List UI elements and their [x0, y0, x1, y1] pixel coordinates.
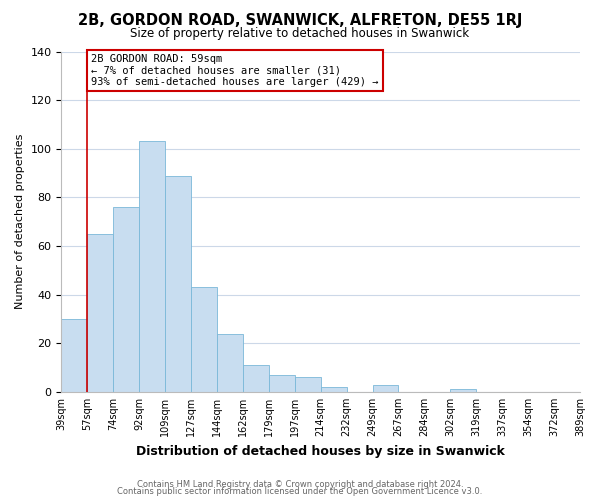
- Bar: [88, 234, 113, 392]
- Bar: [295, 378, 321, 392]
- X-axis label: Distribution of detached houses by size in Swanwick: Distribution of detached houses by size …: [136, 444, 505, 458]
- Bar: [373, 384, 398, 392]
- Text: 2B, GORDON ROAD, SWANWICK, ALFRETON, DE55 1RJ: 2B, GORDON ROAD, SWANWICK, ALFRETON, DE5…: [78, 12, 522, 28]
- Bar: [113, 207, 139, 392]
- Bar: [191, 288, 217, 392]
- Text: 2B GORDON ROAD: 59sqm
← 7% of detached houses are smaller (31)
93% of semi-detac: 2B GORDON ROAD: 59sqm ← 7% of detached h…: [91, 54, 379, 87]
- Bar: [139, 142, 165, 392]
- Y-axis label: Number of detached properties: Number of detached properties: [15, 134, 25, 310]
- Text: Contains HM Land Registry data © Crown copyright and database right 2024.: Contains HM Land Registry data © Crown c…: [137, 480, 463, 489]
- Text: Size of property relative to detached houses in Swanwick: Size of property relative to detached ho…: [130, 28, 470, 40]
- Bar: [165, 176, 191, 392]
- Bar: [451, 390, 476, 392]
- Bar: [321, 387, 347, 392]
- Text: Contains public sector information licensed under the Open Government Licence v3: Contains public sector information licen…: [118, 487, 482, 496]
- Bar: [61, 319, 88, 392]
- Bar: [243, 365, 269, 392]
- Bar: [269, 375, 295, 392]
- Bar: [217, 334, 243, 392]
